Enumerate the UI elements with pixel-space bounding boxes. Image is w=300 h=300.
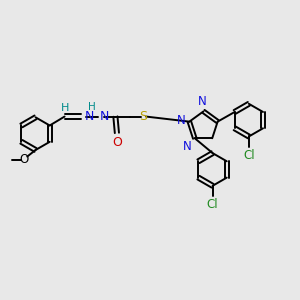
- Text: H: H: [60, 103, 69, 113]
- Text: Cl: Cl: [243, 149, 255, 162]
- Text: S: S: [139, 110, 147, 123]
- Text: H: H: [88, 102, 96, 112]
- Text: Cl: Cl: [207, 198, 218, 211]
- Text: N: N: [198, 95, 207, 108]
- Text: N: N: [183, 140, 192, 153]
- Text: N: N: [85, 110, 94, 123]
- Text: O: O: [112, 136, 122, 149]
- Text: N: N: [176, 114, 185, 127]
- Text: N: N: [100, 110, 109, 123]
- Text: O: O: [20, 153, 29, 166]
